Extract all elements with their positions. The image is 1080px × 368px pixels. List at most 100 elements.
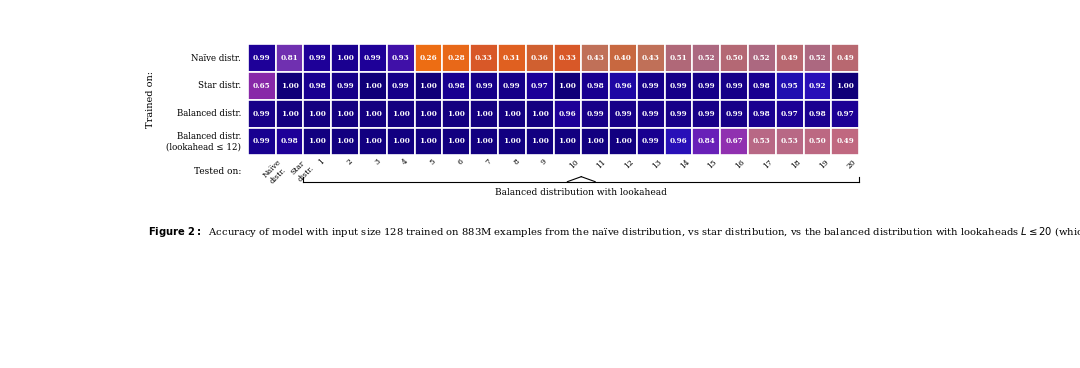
Bar bbox=[692, 44, 720, 72]
Text: 0.96: 0.96 bbox=[615, 82, 632, 90]
Text: 1.00: 1.00 bbox=[309, 137, 326, 145]
Text: 4: 4 bbox=[401, 158, 409, 167]
Text: 0.53: 0.53 bbox=[781, 137, 798, 145]
Text: 1.00: 1.00 bbox=[615, 137, 632, 145]
Bar bbox=[303, 127, 332, 155]
Text: 0.52: 0.52 bbox=[753, 54, 771, 62]
Text: 0.99: 0.99 bbox=[698, 110, 715, 118]
Text: 1.00: 1.00 bbox=[281, 110, 298, 118]
Bar bbox=[275, 72, 303, 100]
Text: 1.00: 1.00 bbox=[336, 54, 354, 62]
Text: 1.00: 1.00 bbox=[447, 137, 465, 145]
Bar bbox=[804, 44, 832, 72]
Text: 1.00: 1.00 bbox=[392, 137, 409, 145]
Text: 0.49: 0.49 bbox=[781, 54, 798, 62]
Bar bbox=[275, 44, 303, 72]
Text: 1.00: 1.00 bbox=[364, 82, 382, 90]
Bar bbox=[775, 44, 804, 72]
Text: Tested on:: Tested on: bbox=[193, 167, 241, 176]
Text: 0.99: 0.99 bbox=[253, 54, 271, 62]
Text: 1.00: 1.00 bbox=[336, 110, 354, 118]
Bar bbox=[609, 127, 637, 155]
Text: 0.33: 0.33 bbox=[558, 54, 577, 62]
Text: 0.99: 0.99 bbox=[698, 82, 715, 90]
Text: 0.99: 0.99 bbox=[392, 82, 409, 90]
Text: 1.00: 1.00 bbox=[558, 137, 577, 145]
Bar bbox=[248, 72, 275, 100]
Text: 0.52: 0.52 bbox=[698, 54, 715, 62]
Text: 1.00: 1.00 bbox=[419, 137, 437, 145]
Bar bbox=[275, 100, 303, 127]
Bar bbox=[637, 100, 664, 127]
Bar bbox=[443, 100, 470, 127]
Bar bbox=[526, 44, 554, 72]
Text: 0.26: 0.26 bbox=[420, 54, 437, 62]
Text: 0.43: 0.43 bbox=[586, 54, 604, 62]
Bar bbox=[804, 72, 832, 100]
Text: 11: 11 bbox=[595, 158, 608, 170]
Text: Trained on:: Trained on: bbox=[146, 71, 156, 128]
Text: 0.98: 0.98 bbox=[753, 110, 771, 118]
Text: 0.43: 0.43 bbox=[642, 54, 660, 62]
Bar bbox=[554, 127, 581, 155]
Text: 7: 7 bbox=[484, 158, 494, 167]
Bar bbox=[637, 127, 664, 155]
Text: 0.36: 0.36 bbox=[530, 54, 549, 62]
Bar bbox=[748, 127, 775, 155]
Bar bbox=[832, 72, 859, 100]
Text: 20: 20 bbox=[846, 158, 858, 170]
Text: 1.00: 1.00 bbox=[586, 137, 604, 145]
Bar bbox=[554, 100, 581, 127]
Bar bbox=[387, 72, 415, 100]
Text: 17: 17 bbox=[761, 158, 774, 170]
Bar bbox=[498, 72, 526, 100]
Bar bbox=[415, 100, 443, 127]
Bar bbox=[804, 127, 832, 155]
Text: 1: 1 bbox=[318, 158, 326, 167]
Text: 0.92: 0.92 bbox=[809, 82, 826, 90]
Text: 0.50: 0.50 bbox=[725, 54, 743, 62]
Text: Balanced distr.
(lookahead ≤ 12): Balanced distr. (lookahead ≤ 12) bbox=[166, 132, 241, 151]
Bar bbox=[775, 100, 804, 127]
Bar bbox=[332, 44, 359, 72]
Bar bbox=[775, 72, 804, 100]
Bar bbox=[832, 100, 859, 127]
Text: 16: 16 bbox=[734, 158, 746, 170]
Text: Star distr.: Star distr. bbox=[198, 81, 241, 90]
Text: 0.99: 0.99 bbox=[253, 110, 271, 118]
Text: 1.00: 1.00 bbox=[419, 110, 437, 118]
Bar bbox=[248, 100, 275, 127]
Text: 19: 19 bbox=[818, 158, 829, 170]
Text: 0.95: 0.95 bbox=[781, 82, 798, 90]
Bar bbox=[692, 72, 720, 100]
Text: 0.53: 0.53 bbox=[753, 137, 771, 145]
Bar bbox=[775, 127, 804, 155]
Bar bbox=[609, 72, 637, 100]
Bar bbox=[554, 72, 581, 100]
Bar bbox=[581, 127, 609, 155]
Text: 0.51: 0.51 bbox=[670, 54, 687, 62]
Text: 0.98: 0.98 bbox=[809, 110, 826, 118]
Bar bbox=[609, 100, 637, 127]
Text: 1.00: 1.00 bbox=[503, 137, 521, 145]
Text: 0.98: 0.98 bbox=[281, 137, 298, 145]
Bar bbox=[387, 44, 415, 72]
Bar bbox=[275, 127, 303, 155]
Text: 3: 3 bbox=[373, 158, 382, 167]
Bar bbox=[692, 100, 720, 127]
Text: 2: 2 bbox=[346, 158, 354, 167]
Text: 0.81: 0.81 bbox=[281, 54, 298, 62]
Bar bbox=[554, 44, 581, 72]
Bar bbox=[332, 72, 359, 100]
Text: Balanced distribution with lookahead: Balanced distribution with lookahead bbox=[496, 188, 667, 197]
Text: 0.99: 0.99 bbox=[726, 110, 743, 118]
Text: 13: 13 bbox=[651, 158, 663, 170]
Text: 0.98: 0.98 bbox=[586, 82, 604, 90]
Bar bbox=[332, 127, 359, 155]
Text: 1.00: 1.00 bbox=[530, 137, 549, 145]
Text: 1.00: 1.00 bbox=[836, 82, 854, 90]
Text: Balanced distr.: Balanced distr. bbox=[177, 109, 241, 118]
Bar bbox=[470, 72, 498, 100]
Bar bbox=[498, 100, 526, 127]
Bar bbox=[359, 100, 387, 127]
